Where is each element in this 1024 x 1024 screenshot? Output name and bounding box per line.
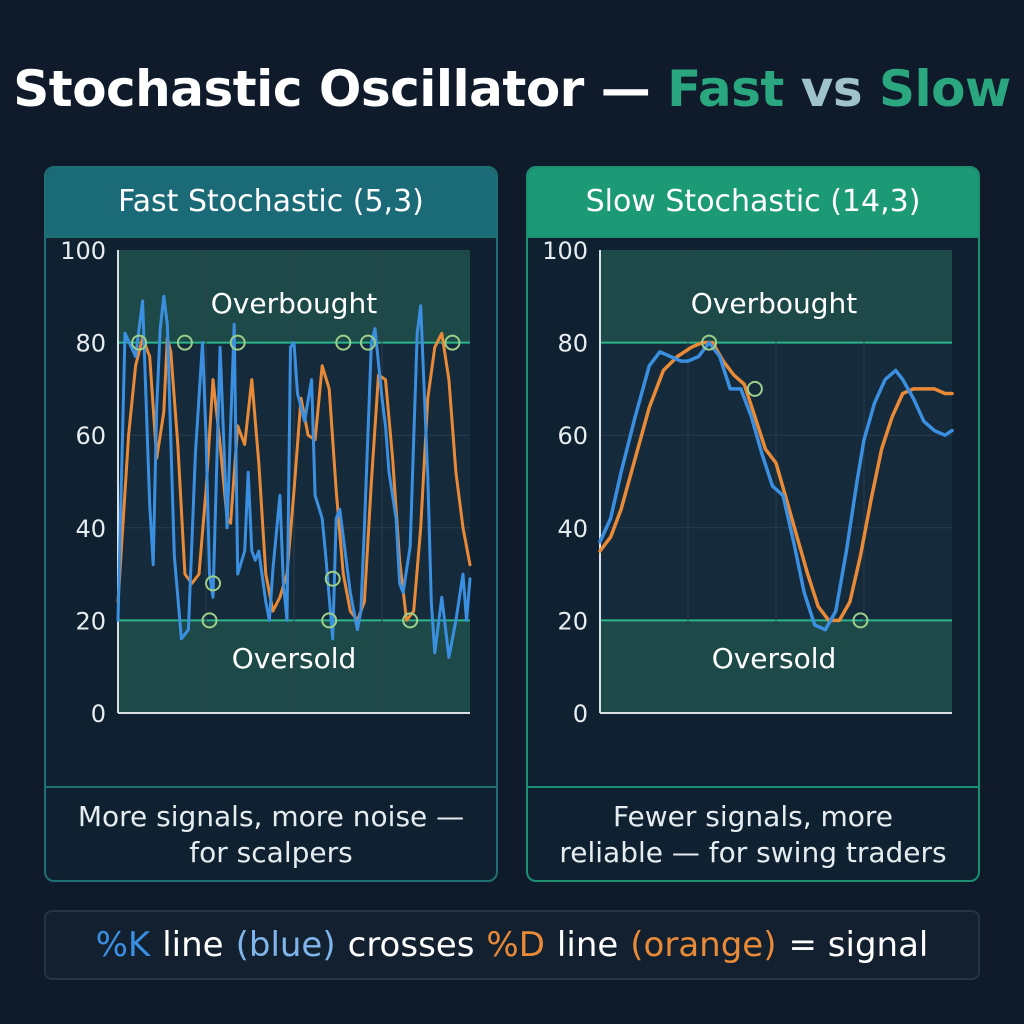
crossover-marker bbox=[359, 334, 376, 351]
crossover-marker bbox=[205, 575, 222, 592]
overbought-label: Overbought bbox=[691, 287, 858, 320]
crossover-marker bbox=[852, 612, 869, 629]
crossover-marker bbox=[402, 612, 419, 629]
legend-blue-label: (blue) bbox=[235, 925, 336, 965]
legend-k-label: %K bbox=[95, 925, 151, 965]
fast-stochastic-chart: 0 20 40 60 80 100 Overbought Oversold bbox=[60, 238, 472, 728]
legend-line-word-2: line bbox=[556, 925, 619, 965]
crossover-marker bbox=[746, 380, 763, 397]
legend-line-word-1: line bbox=[162, 925, 224, 965]
y-tick-label: 0 bbox=[573, 700, 588, 728]
y-tick-label: 40 bbox=[75, 515, 106, 543]
y-tick-label: 60 bbox=[557, 422, 588, 450]
crossover-marker bbox=[201, 612, 218, 629]
slow-stochastic-chart: 0 20 40 60 80 100 Overbought Oversold bbox=[542, 238, 954, 728]
signal-legend: %K line (blue) crosses %D line (orange) … bbox=[44, 910, 980, 980]
title-part-fast: Fast bbox=[667, 60, 784, 118]
oversold-label: Oversold bbox=[232, 642, 357, 675]
page-title: Stochastic Oscillator — Fast vs Slow bbox=[0, 60, 1024, 118]
crossover-marker bbox=[176, 334, 193, 351]
fast-stochastic-panel: Fast Stochastic (5,3) 0 20 40 60 80 100 Overb… bbox=[44, 166, 498, 882]
k-line bbox=[598, 340, 954, 632]
crossover-marker bbox=[324, 570, 341, 587]
crossover-marker bbox=[321, 612, 338, 629]
fast-panel-heading: Fast Stochastic (5,3) bbox=[46, 168, 496, 238]
y-tick-label: 60 bbox=[75, 422, 106, 450]
slow-stochastic-panel: Slow Stochastic (14,3) 0 20 40 60 80 100 Over… bbox=[526, 166, 980, 882]
crossover-marker bbox=[701, 334, 718, 351]
title-part-slow: Slow bbox=[879, 60, 1011, 118]
legend-signal-word: = signal bbox=[788, 925, 929, 965]
y-tick-label: 100 bbox=[542, 238, 588, 265]
slow-panel-caption: Fewer signals, more reliable — for swing… bbox=[528, 786, 978, 880]
d-line bbox=[598, 340, 954, 623]
slow-panel-heading: Slow Stochastic (14,3) bbox=[528, 168, 978, 238]
y-tick-label: 20 bbox=[75, 607, 106, 635]
y-tick-label: 0 bbox=[91, 700, 106, 728]
y-tick-label: 40 bbox=[557, 515, 588, 543]
crossover-marker bbox=[229, 334, 246, 351]
crossover-marker bbox=[335, 334, 352, 351]
overbought-label: Overbought bbox=[211, 287, 378, 320]
k-line bbox=[116, 294, 472, 659]
legend-crosses-word: crosses bbox=[347, 925, 475, 965]
y-tick-label: 80 bbox=[557, 330, 588, 358]
y-tick-label: 80 bbox=[75, 330, 106, 358]
fast-panel-caption: More signals, more noise — for scalpers bbox=[46, 786, 496, 880]
title-part-vs: vs bbox=[800, 60, 863, 118]
oversold-label: Oversold bbox=[712, 642, 837, 675]
title-part-main: Stochastic Oscillator — bbox=[13, 60, 651, 118]
legend-orange-label: (orange) bbox=[630, 925, 777, 965]
y-tick-label: 100 bbox=[60, 238, 106, 265]
crossover-marker bbox=[131, 334, 148, 351]
legend-d-label: %D bbox=[486, 925, 545, 965]
y-tick-label: 20 bbox=[557, 607, 588, 635]
d-line bbox=[116, 331, 472, 622]
crossover-marker bbox=[444, 334, 461, 351]
